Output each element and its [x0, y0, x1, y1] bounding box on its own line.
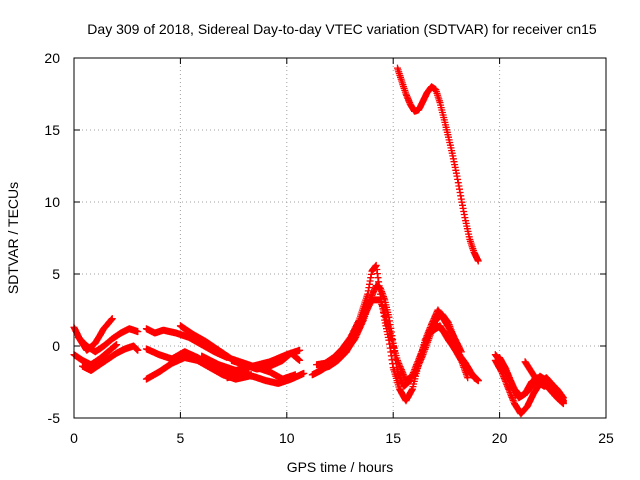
series-s20: [394, 64, 482, 265]
y-tick-label: 10: [44, 194, 60, 210]
y-tick-label: 15: [44, 122, 60, 138]
y-tick-label: 0: [52, 338, 60, 354]
x-tick-label: 15: [385, 430, 401, 446]
series-markers: [223, 369, 308, 387]
chart-title: Day 309 of 2018, Sidereal Day-to-day VTE…: [87, 21, 597, 37]
y-axis-label: SDTVAR / TECUs: [5, 182, 21, 294]
x-tick-label: 0: [70, 430, 78, 446]
series-s10: [223, 369, 308, 387]
series-s15: [432, 320, 482, 385]
series-s4: [79, 342, 142, 374]
plot-frame: [73, 57, 607, 419]
axis-ticks: 0 5 10 15 20 25 -5 0 5 10 15 20: [44, 50, 614, 446]
series-markers: [74, 325, 142, 356]
x-tick-label: 10: [279, 430, 295, 446]
y-tick-label: 5: [52, 266, 60, 282]
series-markers: [394, 64, 482, 265]
x-tick-label: 5: [177, 430, 185, 446]
series-s11: [228, 349, 304, 373]
x-tick-label: 25: [598, 430, 614, 446]
x-tick-label: 20: [492, 430, 508, 446]
x-axis-label: GPS time / hours: [287, 459, 394, 475]
series-markers: [79, 342, 142, 374]
series-s3: [74, 325, 142, 356]
series-markers: [432, 320, 482, 385]
y-tick-label: -5: [48, 410, 61, 426]
series-markers: [521, 358, 567, 402]
y-tick-label: 20: [44, 50, 60, 66]
series-markers: [228, 349, 304, 373]
data-points: [70, 64, 567, 418]
series-s19: [521, 358, 567, 402]
